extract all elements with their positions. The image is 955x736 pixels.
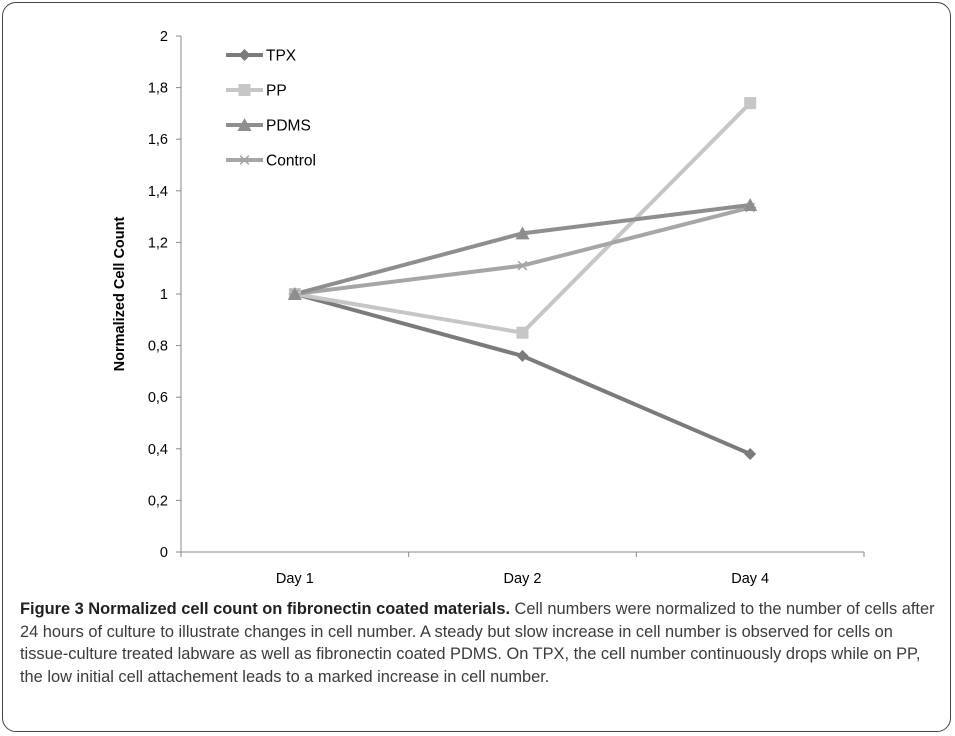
x-tick-label: Day 4 (731, 571, 769, 587)
legend-marker (238, 84, 251, 96)
series-line-pp (294, 101, 752, 335)
data-point-tpx (516, 349, 529, 362)
caption-title: Figure 3 Normalized cell count on fibron… (20, 600, 510, 618)
series-lines (294, 101, 752, 456)
y-tick-label: 0,4 (148, 442, 168, 458)
legend-label: Control (266, 153, 316, 170)
legend-label: PP (266, 83, 287, 100)
data-point-pdms (743, 197, 758, 211)
legend-marker (238, 155, 251, 165)
y-tick-label: 1 (160, 287, 168, 303)
star-stroke (239, 155, 250, 165)
chart-axes: 0 0,2 0,4 0,6 0,8 1 1,2 1,4 1,6 1,8 2 Day 1 Day 2 Day… (148, 29, 865, 587)
y-tick-label: 1,6 (148, 132, 168, 148)
data-point-pp (516, 326, 529, 339)
legend-label: TPX (266, 48, 297, 65)
y-tick-label: 2 (160, 29, 168, 45)
caption-body: Cell numbers were normalized to the numb… (20, 600, 935, 686)
series-line-control (294, 205, 751, 296)
y-tick-label: 1,4 (148, 184, 168, 200)
x-tick-label: Day 2 (504, 571, 542, 587)
data-point-pp (744, 97, 757, 110)
legend-marker (238, 49, 251, 61)
line-chart: 0 0,2 0,4 0,6 0,8 1 1,2 1,4 1,6 1,8 2 Day 1 Day 2 Day… (112, 29, 865, 587)
series-line-pdms (294, 203, 751, 296)
series-line-tpx (294, 292, 751, 456)
figure-caption: Figure 3 Normalized cell count on fibron… (20, 598, 940, 688)
data-point-pdms (287, 287, 302, 300)
y-tick-label: 0 (160, 545, 168, 561)
legend-marker (237, 118, 252, 131)
y-tick-label: 0,6 (148, 390, 168, 406)
y-tick-label: 0,2 (148, 493, 168, 509)
y-tick-label: 0,8 (148, 339, 168, 355)
y-axis-label: Normalized Cell Count (112, 216, 128, 371)
y-tick-label: 1,2 (148, 235, 168, 251)
data-point-control (516, 260, 529, 271)
x-tick-label: Day 1 (276, 571, 314, 587)
data-point-pdms (515, 226, 530, 240)
data-point-tpx (744, 447, 757, 460)
legend-label: PDMS (266, 118, 311, 135)
series-markers (287, 97, 758, 460)
chart-legend: TPX PP PDMS Control (226, 48, 316, 170)
y-tick-label: 1,8 (148, 81, 168, 97)
star-stroke (517, 260, 528, 271)
